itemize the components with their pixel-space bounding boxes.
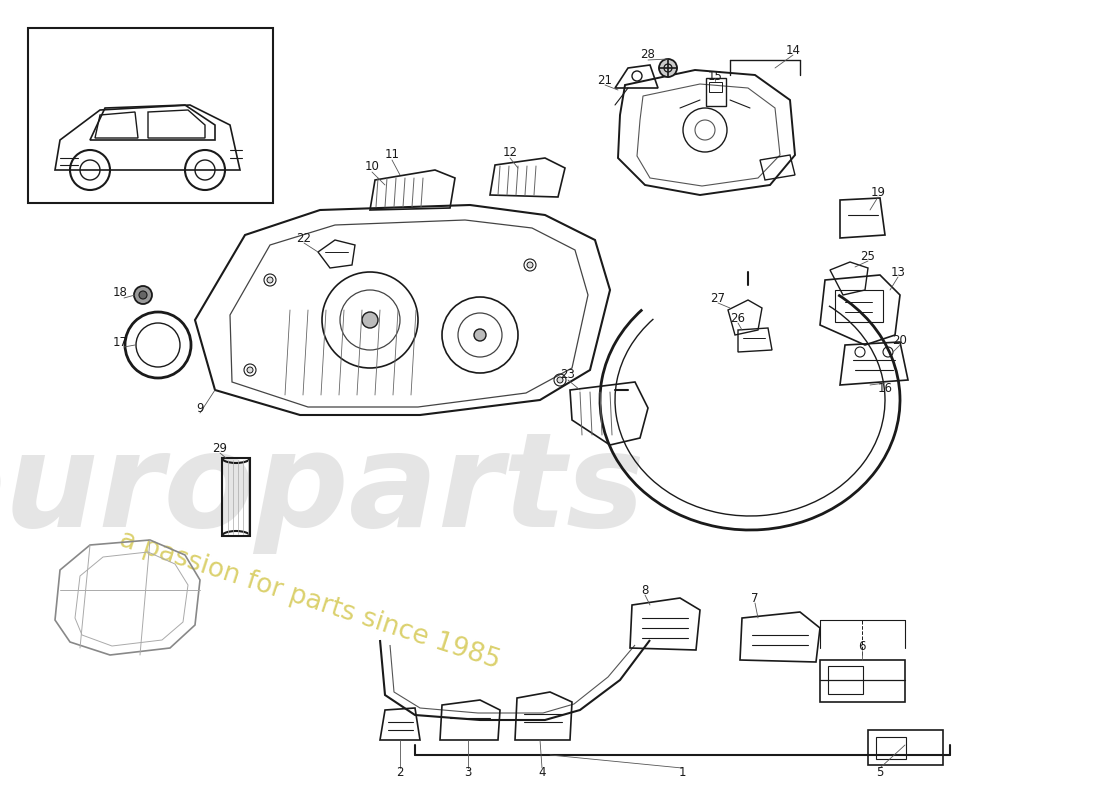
Bar bbox=[710, 82, 722, 92]
Circle shape bbox=[248, 367, 253, 373]
Text: 25: 25 bbox=[860, 250, 876, 262]
Circle shape bbox=[659, 59, 676, 77]
Bar bbox=[28, 28, 273, 203]
Bar bbox=[222, 458, 250, 536]
Circle shape bbox=[557, 377, 563, 383]
Text: 28: 28 bbox=[640, 49, 656, 62]
Circle shape bbox=[134, 286, 152, 304]
Circle shape bbox=[267, 277, 273, 283]
Text: 21: 21 bbox=[597, 74, 613, 86]
Bar bbox=[820, 660, 905, 702]
Text: 27: 27 bbox=[711, 291, 726, 305]
Text: 18: 18 bbox=[112, 286, 128, 299]
Text: 17: 17 bbox=[112, 335, 128, 349]
Text: 11: 11 bbox=[385, 149, 399, 162]
Text: 10: 10 bbox=[364, 161, 380, 174]
Text: 26: 26 bbox=[730, 311, 746, 325]
Bar bbox=[835, 290, 883, 322]
Circle shape bbox=[527, 262, 534, 268]
Text: 1: 1 bbox=[679, 766, 685, 779]
Text: 19: 19 bbox=[870, 186, 886, 198]
Text: 20: 20 bbox=[892, 334, 907, 346]
Text: 13: 13 bbox=[891, 266, 905, 278]
Text: 7: 7 bbox=[751, 591, 759, 605]
Text: 22: 22 bbox=[297, 231, 311, 245]
Bar bbox=[706, 78, 726, 106]
Text: 8: 8 bbox=[641, 583, 649, 597]
Text: 5: 5 bbox=[877, 766, 883, 779]
Text: a passion for parts since 1985: a passion for parts since 1985 bbox=[117, 526, 504, 674]
Text: 6: 6 bbox=[858, 639, 866, 653]
Circle shape bbox=[139, 291, 147, 299]
Text: 2: 2 bbox=[396, 766, 404, 779]
Text: 12: 12 bbox=[503, 146, 517, 159]
Text: 16: 16 bbox=[878, 382, 892, 394]
Bar bbox=[876, 737, 906, 759]
Bar bbox=[868, 730, 943, 765]
Circle shape bbox=[362, 312, 378, 328]
Text: 23: 23 bbox=[561, 369, 575, 382]
Text: 9: 9 bbox=[196, 402, 204, 414]
Text: 4: 4 bbox=[538, 766, 546, 779]
Bar bbox=[828, 666, 864, 694]
Circle shape bbox=[474, 329, 486, 341]
Text: 14: 14 bbox=[785, 43, 801, 57]
Text: 3: 3 bbox=[464, 766, 472, 779]
Text: europarts: europarts bbox=[0, 426, 645, 554]
Text: 15: 15 bbox=[707, 70, 723, 82]
Text: 29: 29 bbox=[212, 442, 228, 454]
